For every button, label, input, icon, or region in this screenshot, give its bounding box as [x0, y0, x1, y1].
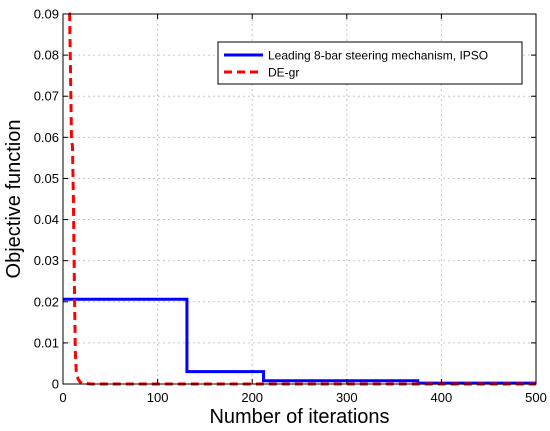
- y-tick-label: 0: [52, 377, 59, 392]
- y-tick-label: 0.04: [34, 212, 59, 227]
- legend: Leading 8-bar steering mechanism, IPSO D…: [217, 41, 523, 85]
- ticks: 0 100 200 300 400 500 0 0.01 0.02 0.03 0.04 0.05 0.0…: [34, 7, 547, 406]
- plot-frame: [62, 13, 537, 385]
- x-axis-label: Number of iterations: [209, 406, 389, 428]
- legend-box: [217, 41, 523, 85]
- y-tick-label: 0.09: [34, 7, 59, 22]
- y-tick-label: 0.01: [34, 335, 59, 350]
- legend-label-de-gr: DE-gr: [268, 66, 299, 80]
- y-tick-label: 0.08: [34, 48, 59, 63]
- x-tick-label: 300: [336, 390, 358, 405]
- legend-label-ipso: Leading 8-bar steering mechanism, IPSO: [268, 49, 488, 63]
- y-axis-label: Objective function: [3, 120, 25, 279]
- x-tick-label: 200: [241, 390, 263, 405]
- y-tick-label: 0.06: [34, 130, 59, 145]
- y-tick-label: 0.05: [34, 171, 59, 186]
- series-line-ipso: [63, 297, 536, 385]
- x-tick-label: 100: [147, 390, 169, 405]
- y-tick-label: 0.03: [34, 253, 59, 268]
- x-tick-label: 0: [59, 390, 66, 405]
- y-tick-label: 0.02: [34, 294, 59, 309]
- y-tick-label: 0.07: [34, 89, 59, 104]
- x-tick-label: 500: [525, 390, 547, 405]
- x-tick-label: 400: [431, 390, 453, 405]
